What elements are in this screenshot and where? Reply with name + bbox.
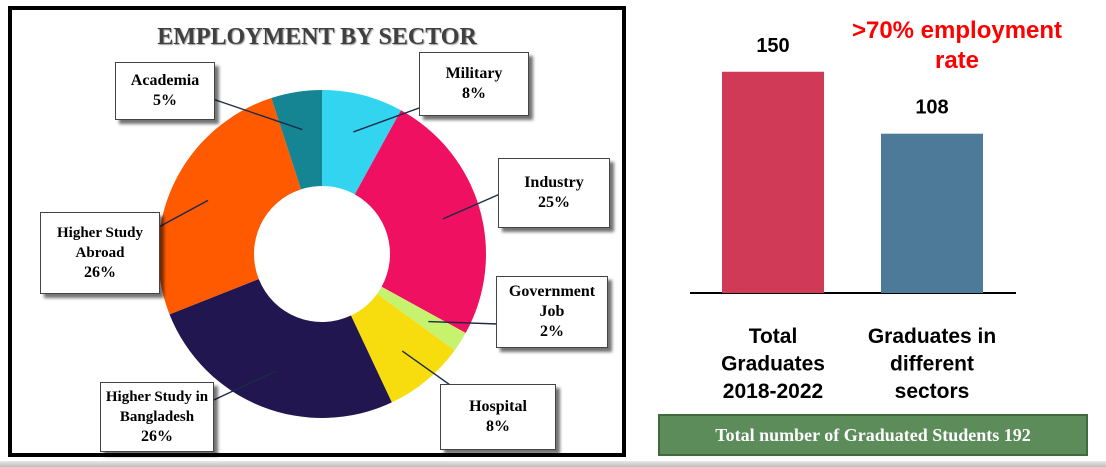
donut-chart: [119, 90, 501, 418]
bar-category-label-2-line-3: sectors: [895, 380, 970, 403]
callout-military-value: 8%: [462, 85, 486, 102]
callout-hospital-label: Hospital: [469, 398, 527, 415]
callout-industry: Industry 25%: [498, 158, 610, 228]
callout-government-job-label: Government Job: [508, 283, 596, 320]
donut-slice-military: [322, 90, 402, 195]
callout-higher-study-bangladesh-label: Higher Study in Bangladesh: [105, 389, 209, 425]
donut-slice-academia: [271, 90, 322, 190]
callout-higher-study-bangladesh: Higher Study in Bangladesh 26%: [100, 382, 214, 452]
bar-category-label-2-line-1: Graduates in: [868, 325, 996, 348]
donut-slice-hospital: [350, 293, 455, 403]
donut-slice-government-job: [377, 286, 466, 351]
callout-academia-label: Academia: [130, 72, 200, 89]
donut-chart-title: EMPLOYMENT BY SECTOR: [157, 24, 477, 50]
employment-rate-line-2: rate: [934, 47, 980, 74]
bar-category-label-1-line-3: 2018-2022: [723, 380, 823, 403]
callout-academia: Academia 5%: [115, 62, 215, 120]
bar-value-label-1: 150: [756, 35, 789, 57]
total-graduated-banner: Total number of Graduated Students 192: [658, 414, 1088, 456]
employment-donut-panel: EMPLOYMENT BY SECTOR Academia 5% Militar…: [8, 6, 626, 457]
bar-chart: 150 Total Graduates 2018-2022 108 Graduates i…: [690, 35, 1016, 403]
bar-category-label-1-line-2: Graduates: [721, 353, 825, 376]
callout-higher-study-abroad-label: Higher Study Abroad: [57, 225, 143, 261]
callout-military: Military 8%: [419, 52, 529, 116]
donut-slice-higher-study-abroad: [158, 98, 301, 315]
callout-government-job-value: 2%: [540, 323, 564, 340]
bar-category-label-2-line-2: different: [890, 353, 974, 376]
callout-higher-study-abroad: Higher Study Abroad 26%: [40, 212, 160, 294]
callout-higher-study-abroad-value: 26%: [84, 264, 116, 281]
callout-industry-value: 25%: [538, 194, 570, 211]
callout-military-label: Military: [445, 65, 503, 82]
callout-industry-label: Industry: [524, 174, 584, 191]
bar-category-label-1-line-1: Total: [749, 325, 798, 348]
bar-1: [722, 71, 824, 293]
bar-2: [881, 133, 983, 293]
callout-higher-study-bangladesh-value: 26%: [141, 428, 173, 445]
donut-slice-industry: [354, 110, 486, 334]
callout-government-job: Government Job 2%: [496, 276, 608, 348]
bar-value-label-2: 108: [915, 97, 948, 119]
callout-hospital: Hospital 8%: [440, 384, 556, 450]
bottom-edge-shadow: [0, 461, 1106, 467]
leader-line-academia: [197, 93, 303, 131]
employment-rate-line-1: >70% employment: [851, 17, 1063, 44]
leader-line-government-job: [428, 320, 499, 325]
callout-hospital-value: 8%: [486, 418, 510, 435]
employment-rate-annotation: >70% employment rate: [832, 16, 1082, 76]
callout-academia-value: 5%: [153, 92, 177, 109]
donut-slice-higher-study-in-bangladesh: [169, 279, 392, 418]
leader-line-industry: [442, 193, 501, 220]
